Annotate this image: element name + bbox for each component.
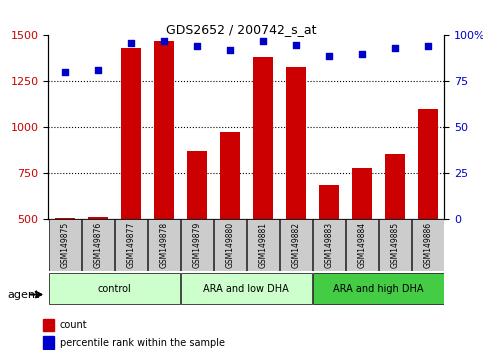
Point — [160, 38, 168, 44]
Point — [127, 40, 135, 46]
Bar — [55, 218, 75, 312]
Text: ARA and high DHA: ARA and high DHA — [333, 284, 424, 293]
Bar — [220, 132, 240, 312]
Text: GSM149875: GSM149875 — [60, 222, 69, 268]
Bar — [121, 48, 141, 312]
Point — [61, 69, 69, 75]
Text: GSM149878: GSM149878 — [159, 222, 168, 268]
Bar — [385, 154, 405, 312]
Bar — [352, 168, 372, 312]
Point — [193, 44, 201, 49]
FancyBboxPatch shape — [115, 219, 147, 271]
Bar — [88, 217, 108, 312]
Bar — [319, 185, 339, 312]
Bar — [418, 109, 438, 312]
Text: GSM149876: GSM149876 — [93, 222, 102, 268]
Text: GSM149883: GSM149883 — [325, 222, 333, 268]
Text: GSM149879: GSM149879 — [192, 222, 201, 268]
FancyBboxPatch shape — [49, 273, 180, 304]
FancyBboxPatch shape — [82, 219, 114, 271]
Point — [391, 45, 399, 51]
FancyBboxPatch shape — [181, 273, 312, 304]
FancyBboxPatch shape — [313, 273, 444, 304]
Text: ARA and low DHA: ARA and low DHA — [203, 284, 289, 293]
Text: GSM149882: GSM149882 — [291, 222, 300, 268]
Point — [358, 51, 366, 57]
FancyBboxPatch shape — [214, 219, 246, 271]
Point — [94, 68, 102, 73]
FancyBboxPatch shape — [247, 219, 279, 271]
Point — [325, 53, 333, 58]
Bar — [253, 57, 273, 312]
Point — [424, 44, 432, 49]
Point — [292, 42, 299, 47]
FancyBboxPatch shape — [379, 219, 411, 271]
FancyBboxPatch shape — [280, 219, 312, 271]
Text: GSM149880: GSM149880 — [226, 222, 234, 268]
FancyBboxPatch shape — [148, 219, 180, 271]
Text: GSM149885: GSM149885 — [390, 222, 399, 268]
Text: control: control — [98, 284, 131, 293]
Bar — [43, 336, 54, 349]
Bar — [286, 67, 306, 312]
Text: GSM149886: GSM149886 — [424, 222, 432, 268]
Bar — [43, 319, 54, 331]
Text: percentile rank within the sample: percentile rank within the sample — [60, 338, 225, 348]
Text: agent: agent — [7, 290, 40, 299]
Text: count: count — [60, 320, 87, 330]
FancyBboxPatch shape — [49, 219, 81, 271]
Bar — [187, 152, 207, 312]
FancyBboxPatch shape — [412, 219, 444, 271]
FancyBboxPatch shape — [181, 219, 213, 271]
Text: GSM149881: GSM149881 — [258, 222, 267, 268]
FancyBboxPatch shape — [313, 219, 345, 271]
FancyBboxPatch shape — [346, 219, 378, 271]
Text: GSM149884: GSM149884 — [357, 222, 366, 268]
Text: GDS2652 / 200742_s_at: GDS2652 / 200742_s_at — [166, 23, 317, 36]
Text: GSM149877: GSM149877 — [127, 222, 135, 268]
Point — [259, 38, 267, 44]
Bar — [154, 41, 174, 312]
Point — [226, 47, 234, 53]
